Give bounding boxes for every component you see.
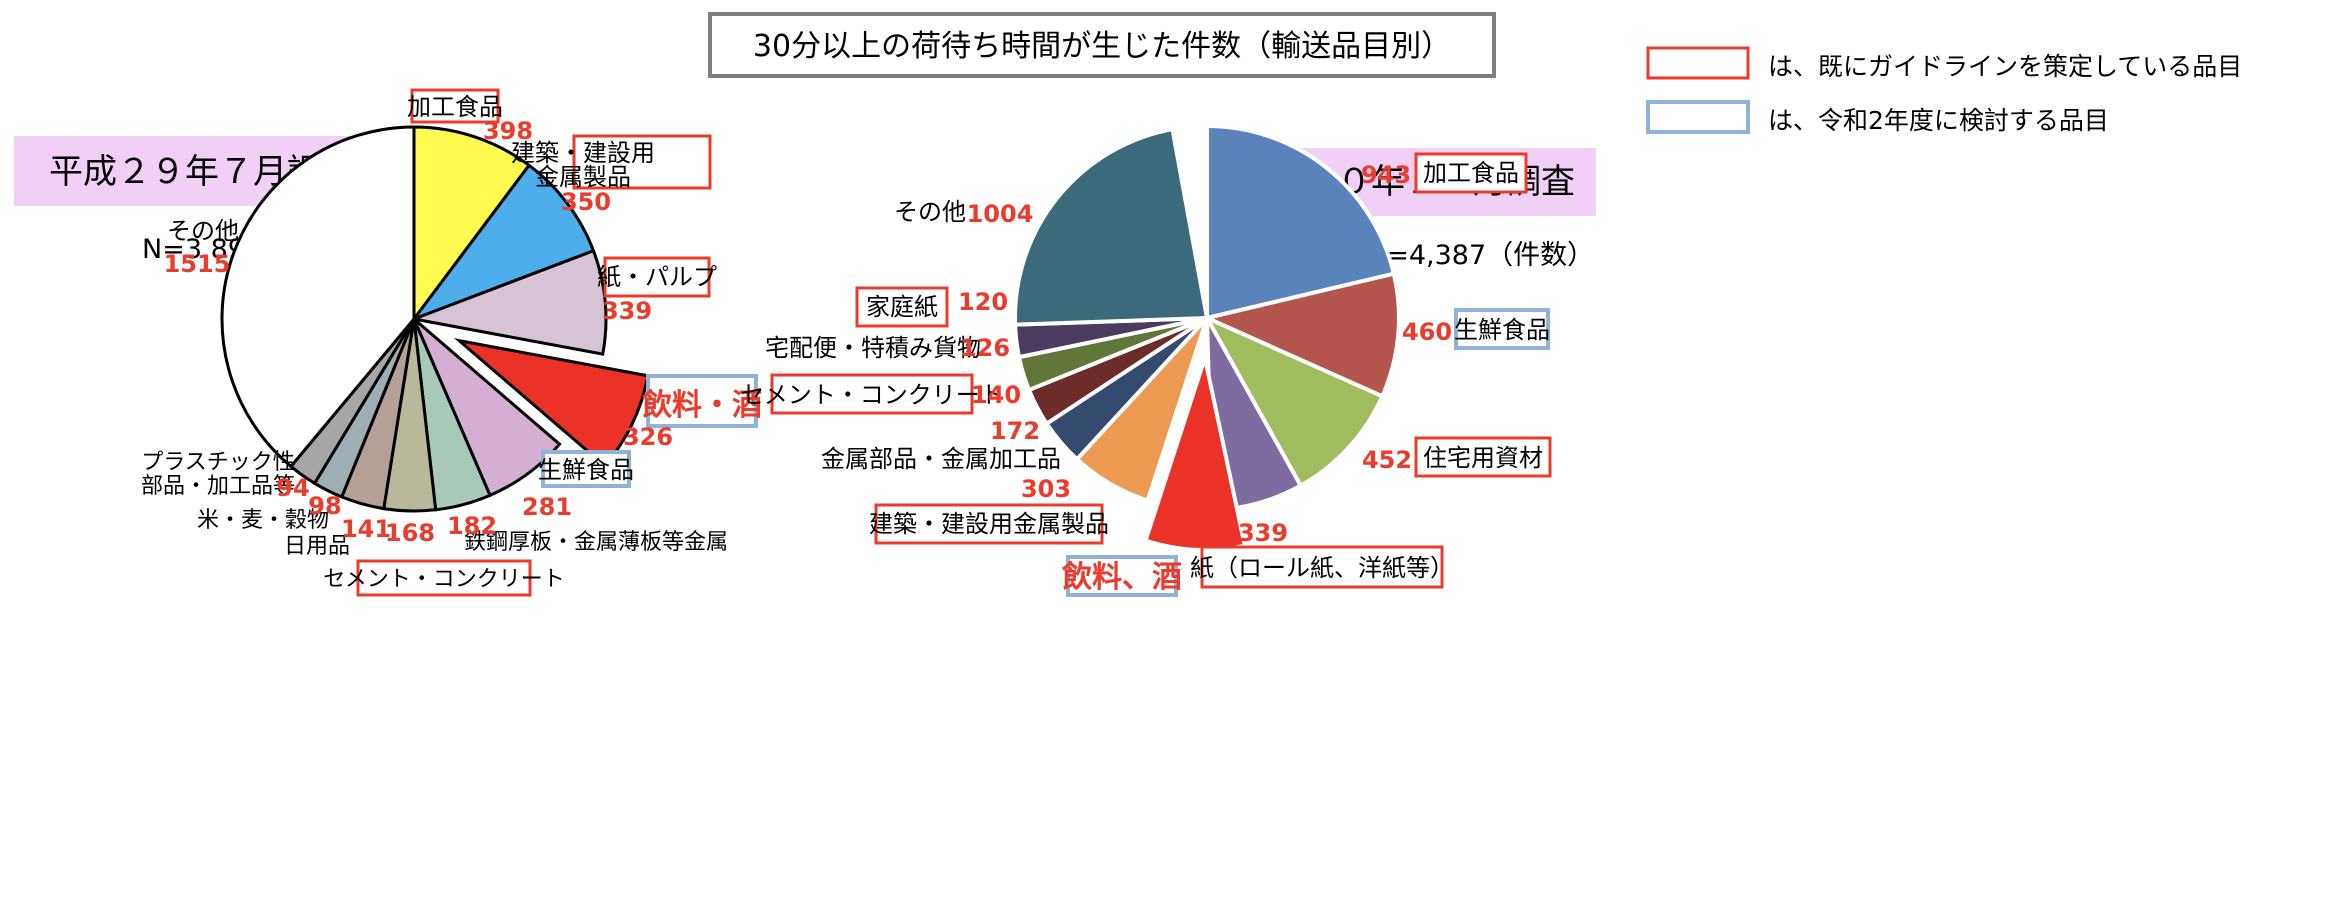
slice-label-2017-2: 金属製品	[535, 163, 631, 191]
legend-blue-swatch	[1646, 100, 1750, 134]
label-box-2018-2	[1454, 308, 1550, 350]
label-box-2017-5	[541, 450, 631, 488]
pie-slice-2	[1200, 271, 1401, 399]
slice-label-2018-1: 加工食品	[1423, 159, 1519, 187]
slice-label-2018-2: 生鮮食品	[1454, 316, 1550, 344]
slice-value-2018-1: 943	[1361, 161, 1411, 189]
slice-value-2018-7: 172	[990, 417, 1040, 445]
pie-slice-11	[1013, 126, 1210, 327]
label-box-2018-1	[1414, 152, 1528, 194]
slice-label-2017-3: 紙・パルプ	[597, 263, 717, 291]
slice-value-2017-10: 94	[276, 474, 309, 502]
main-title: 30分以上の荷待ち時間が生じた件数（輸送品目別）	[753, 29, 1451, 64]
slice-value-2018-11: 1004	[967, 200, 1034, 228]
slice-value-2017-4: 326	[623, 423, 673, 451]
slice-value-2018-10: 120	[958, 288, 1008, 316]
label-box-2018-5	[1066, 555, 1178, 597]
main-title-box	[708, 12, 1496, 78]
pie-slice-11	[220, 125, 416, 469]
slice-label-2017-4: 飲料・酒	[642, 388, 762, 423]
legend-red-swatch	[1646, 46, 1750, 80]
label-box-2017-3	[603, 256, 711, 298]
slice-label-2018-11: その他	[894, 198, 966, 226]
label-box-2018-4	[1200, 545, 1444, 589]
pie-slice-1	[1205, 123, 1397, 321]
slice-label-2018-4: 紙（ロール紙、洋紙等）	[1190, 554, 1454, 582]
slice-value-2018-2: 460	[1402, 318, 1452, 346]
slice-label-2018-8: セメント・コンクリート	[740, 381, 1004, 409]
slice-label-2018-3: 住宅用資材	[1423, 444, 1543, 472]
legend-red-text: は、既にガイドラインを策定している品目	[1768, 52, 2242, 81]
slice-value-2017-9: 98	[308, 492, 341, 520]
slice-label-2017-8: 日用品	[284, 534, 350, 559]
chart2-total: N=4,387（件数）	[1366, 240, 1594, 271]
slice-label-2017-11: その他	[167, 217, 239, 245]
pie-slice-3	[1202, 313, 1385, 489]
slice-label-2017-2: 建築・建設用	[511, 139, 655, 167]
slice-value-2018-6: 303	[1021, 475, 1071, 503]
slice-value-2017-2: 350	[561, 188, 611, 216]
slice-label-2018-6: 建築・建設用金属製品	[869, 510, 1109, 538]
label-box-2017-1	[410, 88, 500, 124]
pie-slice-3	[408, 248, 608, 356]
slice-value-2017-11: 1515	[164, 250, 231, 278]
pie-chart-2018	[1013, 123, 1401, 552]
slice-value-2018-9: 126	[960, 334, 1010, 362]
slice-label-2017-10: プラスチック性	[141, 450, 295, 475]
slice-value-2018-4: 339	[1238, 519, 1288, 547]
slice-value-2017-5: 281	[522, 493, 572, 521]
slice-label-2017-5: 生鮮食品	[538, 456, 634, 484]
slice-label-2017-1: 加工食品	[407, 93, 503, 121]
slice-value-2017-8: 141	[341, 515, 391, 543]
label-box-2018-6	[874, 503, 1104, 545]
slice-value-2018-3: 452	[1362, 446, 1412, 474]
pie-slice-2	[409, 163, 596, 323]
pie-slice-1	[412, 125, 532, 324]
label-box-2017-4	[646, 374, 758, 428]
slice-label-2017-10: 部品・加工品等	[141, 474, 295, 499]
slice-label-2018-7: 金属部品・金属加工品	[821, 445, 1061, 473]
slice-value-2017-6: 182	[447, 512, 497, 540]
slice-label-2018-9: 宅配便・特積み貨物	[765, 334, 981, 362]
slice-value-2017-3: 339	[602, 297, 652, 325]
slice-value-2017-7: 168	[385, 519, 435, 547]
label-box-2018-8	[770, 373, 974, 415]
label-box-2018-3	[1414, 436, 1552, 478]
legend-blue-text: は、令和2年度に検討する品目	[1768, 106, 2109, 135]
slice-label-2018-5: 飲料、酒	[1062, 560, 1182, 595]
legend: は、既にガイドラインを策定している品目 は、令和2年度に検討する品目	[1646, 46, 2242, 135]
label-box-2017-2	[572, 134, 712, 190]
slice-label-2017-6: 鉄鋼厚板・金属薄板等金属	[464, 530, 728, 555]
slice-value-2017-1: 398	[483, 117, 533, 145]
slice-value-2018-8: 140	[971, 381, 1021, 409]
slice-label-2017-7: セメント・コンクリート	[323, 567, 565, 592]
label-box-2018-10	[855, 286, 949, 328]
pie-chart-2017	[220, 125, 650, 513]
slice-label-2017-9: 米・麦・穀物	[197, 508, 329, 533]
slice-label-2018-10: 家庭紙	[866, 293, 938, 321]
label-box-2017-7	[356, 559, 532, 597]
